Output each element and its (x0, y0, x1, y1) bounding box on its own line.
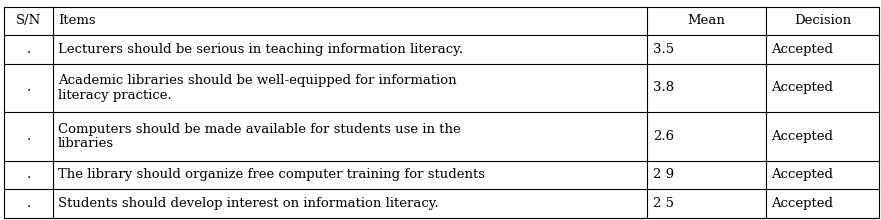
Text: .: . (26, 169, 31, 182)
Text: Accepted: Accepted (771, 169, 833, 182)
Text: Items: Items (58, 14, 95, 27)
Text: 2.6: 2.6 (653, 130, 674, 143)
Text: Academic libraries should be well-equipped for information: Academic libraries should be well-equipp… (58, 74, 456, 87)
Text: Accepted: Accepted (771, 197, 833, 210)
Text: Accepted: Accepted (771, 81, 833, 94)
Text: Accepted: Accepted (771, 43, 833, 56)
Text: Computers should be made available for students use in the: Computers should be made available for s… (58, 123, 461, 136)
Text: 3.5: 3.5 (653, 43, 674, 56)
Text: Lecturers should be serious in teaching information literacy.: Lecturers should be serious in teaching … (58, 43, 463, 56)
Text: Accepted: Accepted (771, 130, 833, 143)
Text: Mean: Mean (687, 14, 725, 27)
Text: .: . (26, 81, 31, 94)
Text: 2 9: 2 9 (653, 169, 674, 182)
Text: 3.8: 3.8 (653, 81, 674, 94)
Text: Students should develop interest on information literacy.: Students should develop interest on info… (58, 197, 439, 210)
Text: 2 5: 2 5 (653, 197, 674, 210)
Text: Decision: Decision (794, 14, 851, 27)
Text: .: . (26, 130, 31, 143)
Text: The library should organize free computer training for students: The library should organize free compute… (58, 169, 485, 182)
Text: .: . (26, 197, 31, 210)
Text: S/N: S/N (16, 14, 41, 27)
Text: .: . (26, 43, 31, 56)
Text: libraries: libraries (58, 137, 114, 150)
Text: literacy practice.: literacy practice. (58, 89, 172, 102)
